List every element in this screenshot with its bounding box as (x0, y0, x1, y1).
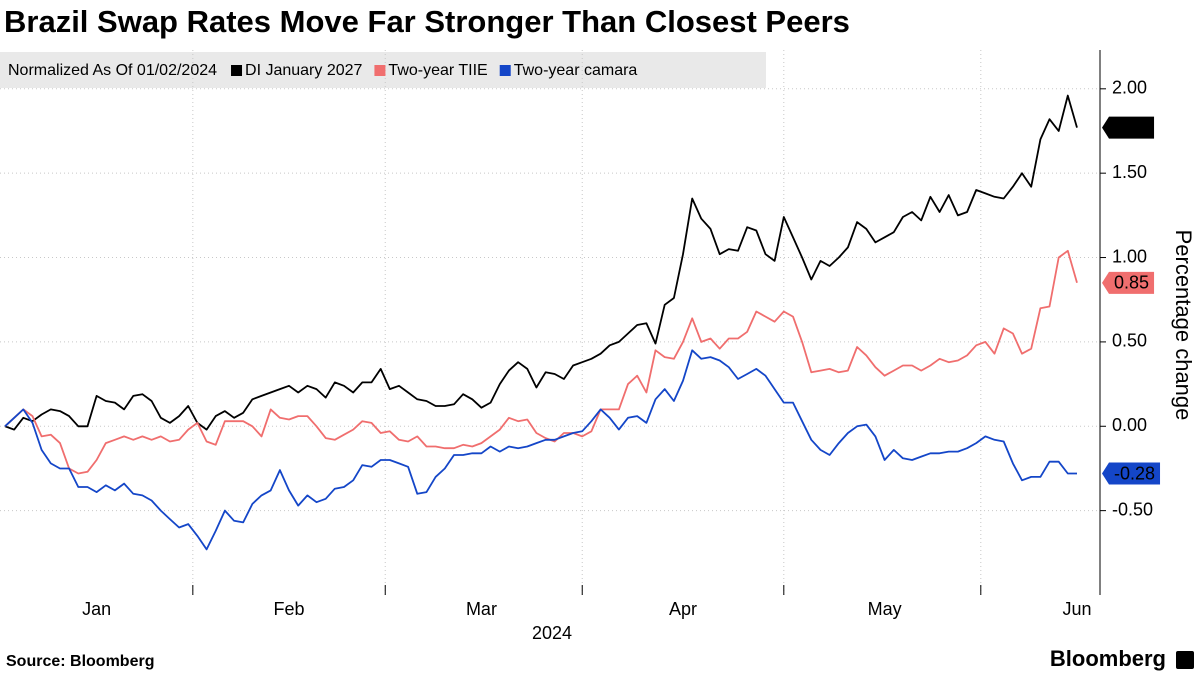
y-tick-label: 2.00 (1112, 78, 1147, 98)
y-tick-label: 0.50 (1112, 331, 1147, 351)
end-value-box (1102, 462, 1161, 485)
y-tick-label: 1.50 (1112, 162, 1147, 182)
series-line (4, 249, 1078, 475)
x-axis-label: 2024 (532, 623, 572, 643)
x-tick-label: Jan (82, 599, 111, 619)
logo-icon (1176, 651, 1194, 669)
end-value-label: -0.28 (1114, 463, 1155, 483)
end-value-box (1102, 271, 1155, 294)
legend-swatch (499, 65, 511, 76)
chart-title: Brazil Swap Rates Move Far Stronger Than… (4, 4, 850, 39)
y-tick-label: 0.00 (1112, 415, 1147, 435)
y-tick-label: -0.50 (1112, 499, 1153, 519)
series-line (4, 94, 1078, 431)
end-value-label: 1.77 (1114, 117, 1149, 137)
legend-swatch (374, 65, 386, 76)
legend-title: Normalized As Of 01/02/2024 (8, 62, 217, 79)
end-value-box (1102, 116, 1155, 139)
series-line (4, 349, 1077, 551)
end-value-label: 0.85 (1114, 273, 1149, 293)
source: Source: Bloomberg (6, 653, 154, 670)
x-tick-label: Jun (1062, 599, 1091, 619)
y-tick-label: 1.00 (1112, 246, 1147, 266)
x-tick-label: Apr (669, 599, 697, 619)
legend-label: DI January 2027 (245, 62, 363, 79)
x-tick-label: Feb (274, 599, 305, 619)
legend-swatch (231, 65, 243, 76)
legend-label: Two-year TIIE (388, 62, 487, 79)
logo: Bloomberg (1050, 646, 1166, 671)
x-tick-label: Mar (466, 599, 497, 619)
legend-label: Two-year camara (514, 62, 638, 79)
x-tick-label: May (868, 599, 902, 619)
y-axis-label: Percentage change (1171, 230, 1196, 421)
